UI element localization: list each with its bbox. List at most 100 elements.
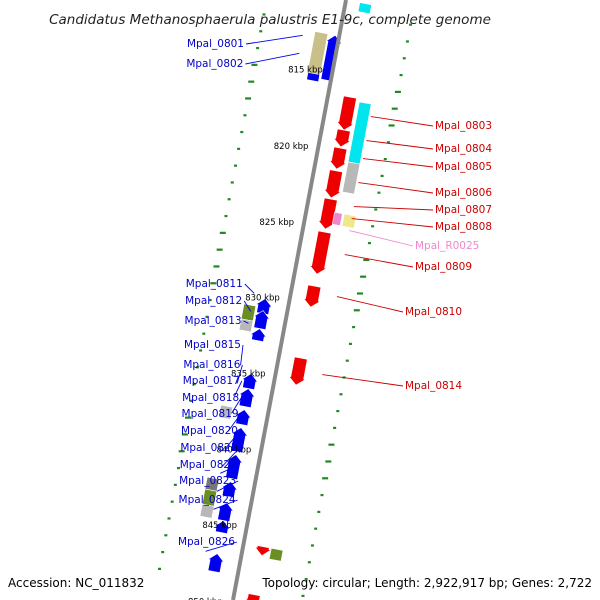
gene-label-Mpal_0807: Mpal_0807 [435, 204, 492, 216]
leader-line [240, 344, 244, 366]
leader-line [370, 116, 434, 127]
gc-dot [402, 57, 406, 60]
gene-feature [238, 388, 256, 409]
gc-dot [199, 349, 203, 352]
gc-dot [243, 114, 247, 117]
gc-dot [328, 443, 335, 446]
gc-dot [227, 198, 231, 201]
gc-dot [374, 208, 378, 211]
gc-dot [360, 275, 367, 278]
gene-label-Mpal_0808: Mpal_0808 [435, 221, 492, 233]
gene-feature [213, 520, 231, 535]
gc-dot [262, 13, 266, 16]
gene-label-Mpal_0802: Mpal_0802 [186, 58, 243, 70]
gc-dot [184, 416, 191, 419]
gc-dot [383, 157, 387, 161]
gene-label-Mpal_0814: Mpal_0814 [405, 380, 462, 392]
gc-dot [208, 298, 212, 302]
kbp-tick-labels: 815 kbp 820 kbp 825 kbp 830 kbp 835 kbp 840 k… [188, 66, 323, 600]
gc-dot [345, 359, 349, 362]
leader-line [231, 397, 242, 414]
gc-dot [317, 510, 321, 513]
leader-line [205, 541, 238, 552]
gc-dot [380, 174, 384, 177]
gc-dot [224, 214, 228, 218]
gene-feature [302, 284, 322, 308]
genome-axis-line [231, 0, 348, 600]
gc-dot [256, 46, 260, 50]
gc-dot [240, 130, 244, 134]
kbp-tick-label: 835 kbp [231, 369, 266, 379]
gene-feature [244, 593, 261, 600]
gene-feature [357, 2, 372, 15]
gene-feature [240, 303, 257, 322]
gene-feature [332, 128, 352, 148]
leader-line [227, 413, 241, 432]
leader-line [244, 283, 255, 294]
gc-dot [170, 500, 174, 503]
gc-dot [248, 80, 255, 83]
gc-dot [339, 393, 343, 396]
gc-dot [195, 366, 199, 369]
leader-line [213, 499, 238, 510]
gene-feature [254, 545, 272, 557]
feature-tracks [199, 2, 372, 600]
gc-dot [314, 527, 318, 530]
gene-label-Mpal_0803: Mpal_0803 [435, 120, 492, 132]
gc-dot [336, 409, 340, 413]
gc-dot [322, 477, 329, 480]
leader-line [322, 374, 404, 387]
leader-line [234, 380, 243, 396]
gene-feature [341, 213, 357, 229]
gene-label-Mpal_0815: Mpal_0815 [184, 339, 241, 351]
gc-dot [245, 97, 252, 100]
gc-dot [367, 241, 371, 245]
gene-feature [220, 481, 239, 499]
gc-dot [325, 460, 332, 463]
gene-label-Mpal_0804: Mpal_0804 [435, 143, 492, 155]
gc-dot [259, 30, 263, 33]
accession-text: Accession: NC_011832 [8, 576, 144, 590]
gc-dot [405, 40, 409, 43]
kbp-tick-label: 825 kbp [259, 218, 294, 228]
gene-feature [328, 146, 348, 170]
gc-dot [348, 342, 352, 345]
topology-text: Topology: circular; Length: 2,922,917 bp… [261, 576, 592, 590]
gc-dot [192, 382, 196, 386]
gene-label-Mpal_0819: Mpal_0819 [182, 408, 239, 420]
gc-dot [230, 181, 234, 184]
gc-dot [237, 147, 241, 150]
gc-dot [399, 73, 403, 77]
gene-label-Mpal_0810: Mpal_0810 [405, 306, 462, 318]
gene-label-Mpal_0821: Mpal_0821 [180, 442, 237, 454]
gc-dot [251, 63, 258, 66]
gene-feature [249, 328, 267, 343]
kbp-tick-label: 830 kbp [245, 294, 280, 304]
gc-dot [173, 483, 177, 486]
leader-line [351, 218, 434, 228]
gc-dot [210, 282, 217, 285]
gene-label-Mpal_0817: Mpal_0817 [183, 375, 240, 387]
gc-dot [353, 309, 360, 312]
gene-labels: Mpal_0801 Mpal_0802 Mpal_0811 Mpal_0812 Mpal… [178, 38, 492, 548]
gene-feature [306, 72, 321, 83]
kbp-tick-label: 815 kbp [288, 66, 323, 76]
gc-dot-tracks [158, 13, 413, 597]
leader-line [245, 52, 300, 65]
gene-feature [288, 356, 308, 386]
gene-label-Mpal_0824: Mpal_0824 [179, 494, 236, 506]
gc-dot [386, 141, 390, 144]
gene-feature [331, 211, 343, 227]
gc-dot [371, 225, 375, 228]
kbp-tick-label: 840 kbp [217, 445, 252, 455]
gene-feature [342, 161, 361, 195]
leader-line [216, 480, 239, 492]
leader-line [344, 254, 414, 268]
gene-label-Mpal_0812: Mpal_0812 [185, 295, 242, 307]
gene-feature [218, 404, 234, 420]
gc-dot [189, 399, 193, 402]
gc-dot [377, 191, 381, 194]
gene-label-Mpal_0801: Mpal_0801 [187, 38, 244, 50]
